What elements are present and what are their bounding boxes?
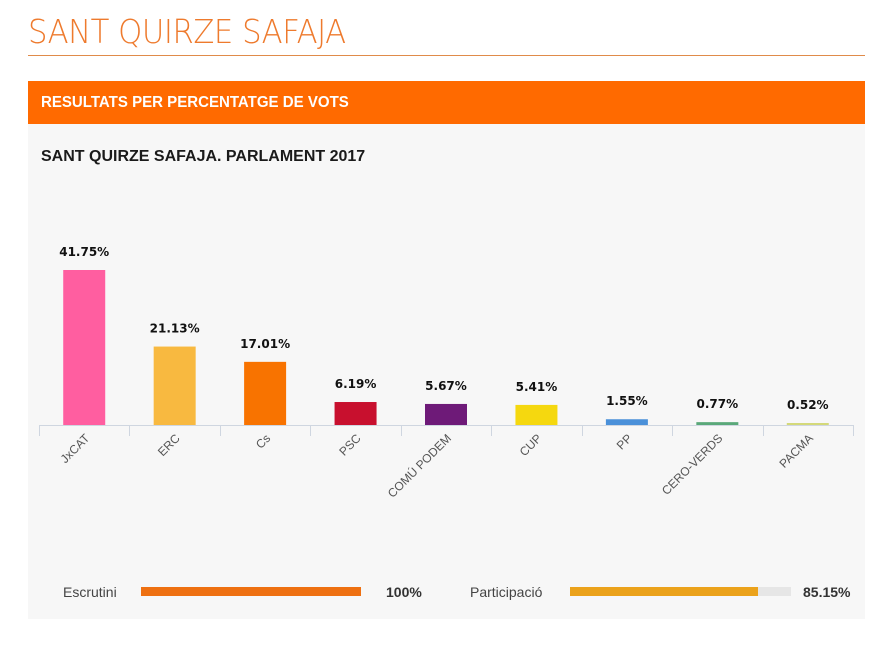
category-label-com-podem: COMÚ PODEM: [384, 431, 454, 501]
bar-com-podem: [425, 403, 467, 425]
bar-pacma: [786, 423, 829, 425]
panel-header: RESULTATS PER PERCENTATGE DE VOTS: [28, 81, 865, 124]
participacio-label: Participació: [470, 584, 543, 600]
bar-cup: [515, 404, 558, 425]
data-label-pp: 1.55%: [606, 394, 648, 408]
category-label-cup: CUP: [517, 431, 545, 459]
data-label-cero-verds: 0.77%: [697, 397, 739, 411]
data-label-jxcat: 41.75%: [59, 245, 109, 259]
category-label-cero-verds: CERO-VERDS: [659, 431, 725, 497]
bar-erc: [153, 346, 196, 425]
chart-title: SANT QUIRZE SAFAJA. PARLAMENT 2017: [41, 148, 366, 165]
escrutini-progress-bar: [141, 587, 361, 596]
panel-header-label: RESULTATS PER PERCENTATGE DE VOTS: [41, 94, 349, 111]
bar-jxcat: [63, 270, 106, 425]
category-label-cs: Cs: [253, 431, 273, 451]
bar-psc: [334, 402, 377, 425]
escrutini-progress-fill: [141, 587, 361, 596]
data-label-pacma: 0.52%: [787, 398, 829, 412]
data-label-com-podem: 5.67%: [425, 379, 467, 393]
category-label-psc: PSC: [336, 431, 364, 459]
category-label-pacma: PACMA: [776, 431, 815, 470]
bar-pp: [605, 419, 648, 425]
escrutini-value: 100%: [386, 584, 422, 600]
results-panel: RESULTATS PER PERCENTATGE DE VOTS SANT Q…: [28, 81, 865, 619]
data-label-psc: 6.19%: [335, 377, 377, 391]
escrutini-label: Escrutini: [63, 584, 117, 600]
participacio-progress-bar: [570, 587, 791, 596]
data-label-cup: 5.41%: [516, 380, 558, 394]
bar-chart: 41.75% JxCAT 21.13% ERC 17.01% Cs 6.19% PSC 5.67…: [39, 245, 854, 501]
category-label-pp: PP: [614, 431, 635, 452]
participacio-value: 85.15%: [803, 584, 851, 600]
category-label-jxcat: JxCAT: [58, 431, 93, 466]
bar-cs: [244, 361, 287, 425]
title-divider: [28, 55, 865, 56]
data-label-erc: 21.13%: [150, 322, 200, 336]
data-label-cs: 17.01%: [240, 337, 290, 351]
category-label-erc: ERC: [155, 431, 183, 459]
page-title: SANT QUIRZE SAFAJA: [28, 12, 346, 51]
participacio-progress-fill: [570, 587, 759, 596]
bar-cero-verds: [696, 422, 739, 425]
